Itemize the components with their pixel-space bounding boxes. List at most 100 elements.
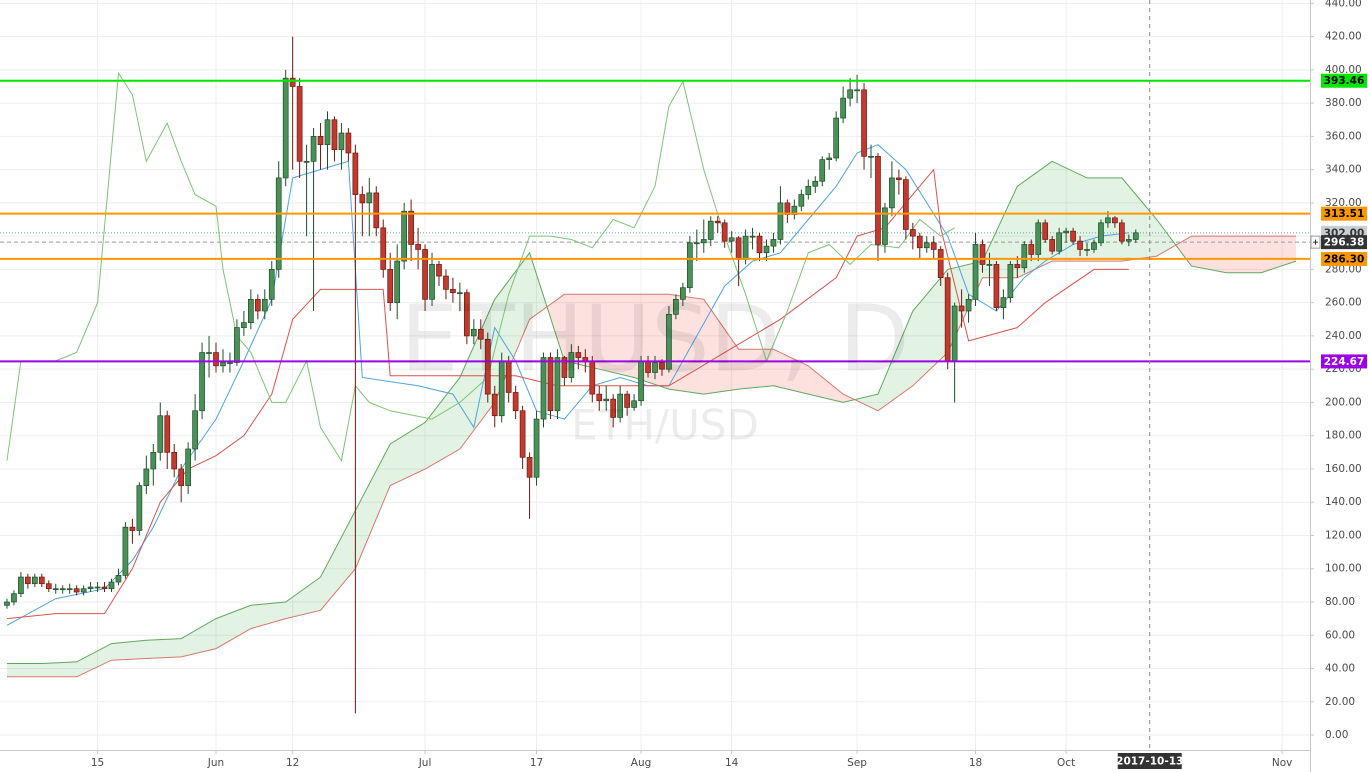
cloud-fill [459, 299, 495, 450]
x-tick-label: 15 [91, 757, 104, 769]
candle-body [777, 202, 784, 240]
candle-body [108, 581, 115, 590]
cloud-fill [425, 377, 460, 469]
candle-body [1028, 244, 1035, 255]
price-label: 296.38 [1324, 237, 1365, 249]
candle-body [882, 207, 888, 245]
candle-body [735, 237, 742, 260]
candle-body [770, 239, 777, 247]
candle-body [596, 393, 603, 402]
cloud-fill [6, 663, 42, 677]
candle-body [909, 229, 916, 237]
candle-body [484, 338, 491, 395]
x-tick-label: Nov [1272, 757, 1293, 769]
cloud-fill [76, 643, 112, 677]
candle-body [101, 586, 108, 590]
candle-body [854, 89, 860, 92]
y-tick-label: 380.00 [1325, 97, 1362, 109]
candle-body [526, 456, 533, 478]
y-tick-label: 40.00 [1325, 663, 1355, 675]
level-label: 313.51 [1324, 208, 1365, 220]
candle-body [1077, 240, 1083, 250]
candle-body [986, 264, 993, 266]
level-label-box [1321, 73, 1367, 88]
candle-body [73, 588, 80, 593]
y-tick-label: 0.00 [1325, 729, 1348, 741]
candle-body [1049, 239, 1056, 252]
level-label: 286.30 [1324, 253, 1365, 265]
cloud-fill [564, 294, 600, 370]
x-tick-label: Jun [207, 757, 224, 769]
add-icon [1313, 239, 1318, 245]
y-tick-label: 320.00 [1325, 197, 1362, 209]
candle-body [624, 393, 630, 408]
cloud-fill [111, 640, 147, 661]
candle-body [1000, 297, 1007, 308]
y-tick-label: 60.00 [1325, 629, 1355, 641]
candle-body [1091, 242, 1097, 250]
candle-body [512, 392, 519, 412]
y-tick-label: 360.00 [1325, 130, 1362, 142]
cloud-fill [41, 661, 77, 677]
candle-body [59, 588, 66, 591]
candle-body [1084, 249, 1090, 251]
candle-body [1035, 222, 1042, 255]
candle-body [728, 237, 735, 242]
candle-body [227, 362, 233, 364]
y-tick-label: 120.00 [1325, 529, 1362, 541]
candle-body [491, 393, 498, 417]
indicator-line [6, 144, 1129, 626]
candle-body [457, 292, 463, 295]
y-tick-label: 240.00 [1325, 330, 1362, 342]
candle-body [18, 576, 24, 595]
candle-body [889, 177, 895, 209]
candle-body [352, 152, 359, 195]
cloud-fill [1226, 236, 1262, 273]
candle-body [213, 352, 219, 367]
candle-body [826, 157, 833, 160]
candle-body [450, 289, 456, 294]
candle-body [31, 576, 38, 585]
candle-body [408, 210, 414, 245]
candle-body [693, 242, 700, 245]
candle-body [896, 177, 902, 180]
price-label-box [1321, 235, 1367, 250]
cloud-fill [546, 294, 565, 361]
candle-body [401, 210, 407, 262]
cloud-fill [738, 349, 774, 390]
candle-body [742, 235, 749, 260]
cloud-fill [1191, 236, 1227, 273]
x-tick-label: Oct [1057, 757, 1075, 769]
y-tick-label: 160.00 [1325, 463, 1362, 475]
candle-body [1070, 230, 1076, 242]
y-tick-label: 200.00 [1325, 396, 1362, 408]
cloud-fill [146, 638, 182, 659]
candle-body [875, 155, 881, 245]
candle-body [951, 305, 958, 362]
y-tick-label: 140.00 [1325, 496, 1362, 508]
indicator-line [6, 71, 955, 462]
cloud-fill [216, 605, 251, 649]
candle-body [819, 159, 826, 182]
candle-body [199, 352, 205, 412]
candle-body [680, 287, 686, 300]
candle-body [575, 352, 582, 358]
candle-body [470, 328, 477, 337]
span-b-line [7, 235, 1297, 678]
candle-body [568, 352, 575, 378]
candle-body [296, 86, 303, 162]
cloud-fill [1156, 219, 1176, 257]
candle-body [1132, 232, 1139, 240]
candle-body [840, 97, 846, 119]
candle-body [930, 242, 937, 250]
candle-body [157, 415, 164, 453]
candle-body [87, 586, 94, 590]
candle-body [847, 89, 853, 99]
candle-body [66, 588, 73, 591]
candle-body [1014, 264, 1021, 269]
candle-body [477, 328, 484, 340]
candle-body [763, 245, 770, 254]
candle-body [436, 264, 442, 277]
candle-body [261, 298, 268, 312]
